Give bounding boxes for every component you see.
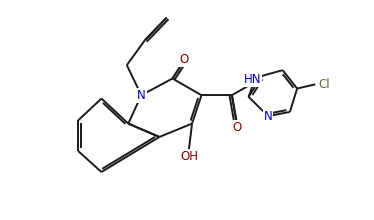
Text: N: N [137,89,146,102]
Text: N: N [264,110,273,123]
Text: O: O [233,121,242,134]
Text: Cl: Cl [319,78,330,91]
Text: HN: HN [244,73,261,86]
Text: O: O [179,53,188,66]
Text: OH: OH [180,150,198,163]
